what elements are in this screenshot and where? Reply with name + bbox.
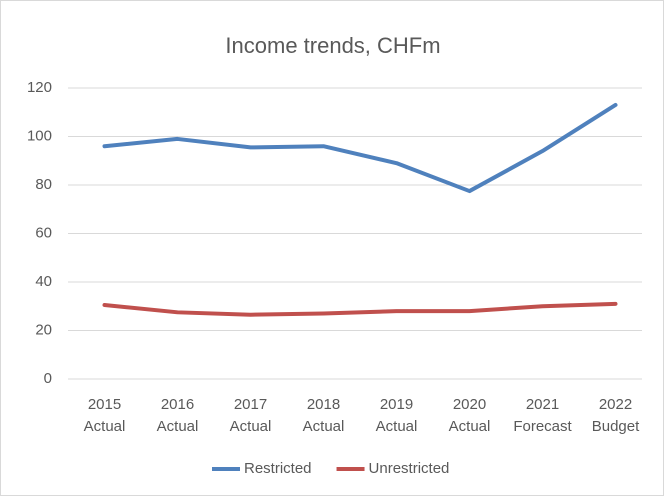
x-tick-label: 2019 (380, 396, 413, 413)
x-tick-label: Budget (592, 418, 640, 435)
y-tick-label: 20 (35, 321, 52, 338)
x-tick-label: 2022 (599, 396, 632, 413)
y-tick-label: 0 (44, 370, 52, 387)
x-tick-label: Actual (376, 418, 418, 435)
x-tick-label: Forecast (513, 418, 572, 435)
line-series (102, 102, 618, 194)
x-tick-label: 2017 (234, 396, 267, 413)
x-tick-label: 2021 (526, 396, 559, 413)
y-tick-label: 80 (35, 176, 52, 193)
y-tick-label: 60 (35, 224, 52, 241)
line-series (102, 301, 618, 317)
y-tick-label: 120 (27, 79, 52, 96)
x-tick-label: Actual (449, 418, 491, 435)
x-tick-label: 2016 (161, 396, 194, 413)
x-tick-label: 2020 (453, 396, 486, 413)
y-tick-label: 100 (27, 127, 52, 144)
x-tick-label: Actual (157, 418, 199, 435)
chart-title: Income trends, CHFm (225, 33, 440, 58)
legend-label: Unrestricted (369, 460, 450, 477)
x-tick-label: 2018 (307, 396, 340, 413)
x-tick-label: Actual (303, 418, 345, 435)
x-tick-label: 2015 (88, 396, 121, 413)
x-tick-label: Actual (84, 418, 126, 435)
y-tick-label: 40 (35, 273, 52, 290)
x-tick-label: Actual (230, 418, 272, 435)
legend-label: Restricted (244, 460, 312, 477)
